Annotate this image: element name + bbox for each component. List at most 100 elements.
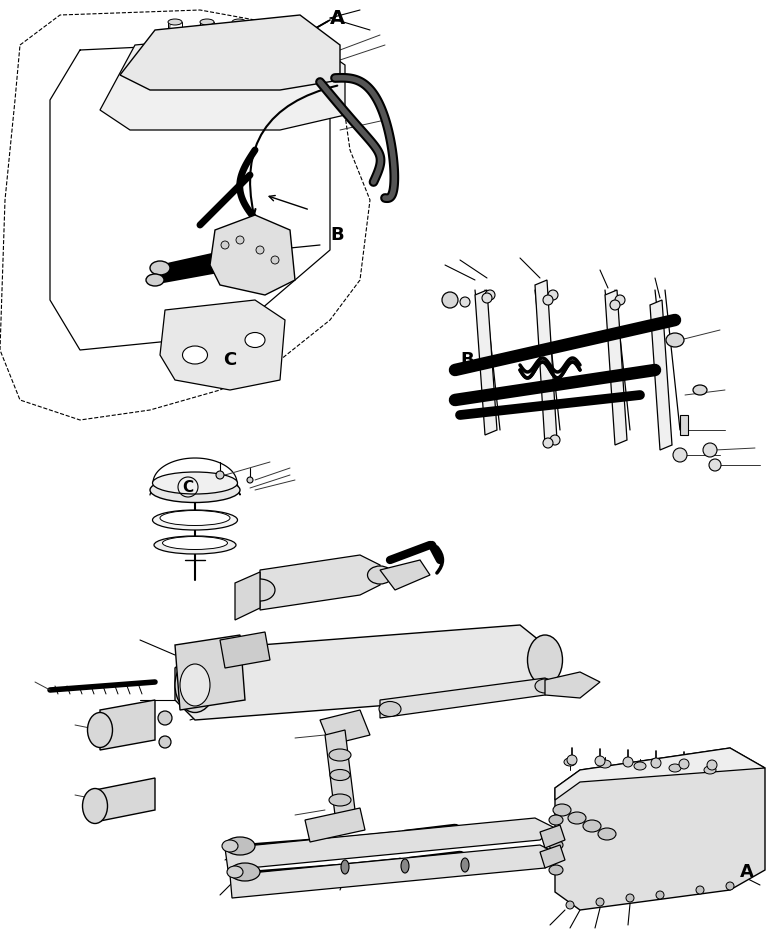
Polygon shape bbox=[220, 632, 270, 668]
Circle shape bbox=[158, 711, 172, 725]
Circle shape bbox=[696, 886, 704, 894]
Ellipse shape bbox=[549, 840, 563, 850]
Ellipse shape bbox=[264, 19, 278, 25]
Circle shape bbox=[726, 882, 734, 890]
Ellipse shape bbox=[182, 346, 207, 364]
Ellipse shape bbox=[154, 536, 236, 554]
Ellipse shape bbox=[669, 764, 681, 772]
Circle shape bbox=[709, 459, 721, 471]
Polygon shape bbox=[160, 300, 285, 390]
Polygon shape bbox=[475, 290, 497, 435]
Ellipse shape bbox=[152, 472, 237, 494]
Circle shape bbox=[566, 901, 574, 909]
Polygon shape bbox=[235, 572, 260, 620]
Ellipse shape bbox=[693, 385, 707, 395]
Polygon shape bbox=[100, 700, 155, 750]
Ellipse shape bbox=[461, 858, 469, 872]
Ellipse shape bbox=[329, 794, 351, 806]
Bar bbox=[680, 415, 688, 435]
Ellipse shape bbox=[180, 664, 210, 706]
Ellipse shape bbox=[330, 769, 350, 781]
Circle shape bbox=[442, 292, 458, 308]
Circle shape bbox=[485, 290, 495, 300]
Ellipse shape bbox=[564, 758, 576, 766]
Polygon shape bbox=[555, 748, 765, 910]
Circle shape bbox=[651, 758, 661, 768]
Circle shape bbox=[679, 759, 689, 769]
Ellipse shape bbox=[598, 828, 616, 840]
Circle shape bbox=[656, 891, 664, 899]
Circle shape bbox=[221, 241, 229, 249]
Ellipse shape bbox=[245, 579, 275, 601]
Polygon shape bbox=[540, 825, 565, 848]
Ellipse shape bbox=[150, 261, 170, 275]
Ellipse shape bbox=[227, 866, 243, 878]
Ellipse shape bbox=[232, 19, 246, 25]
Ellipse shape bbox=[549, 865, 563, 875]
Ellipse shape bbox=[527, 635, 563, 685]
Polygon shape bbox=[175, 635, 245, 710]
Circle shape bbox=[707, 760, 717, 770]
Polygon shape bbox=[650, 300, 672, 450]
Circle shape bbox=[550, 435, 560, 445]
Polygon shape bbox=[540, 845, 565, 868]
Ellipse shape bbox=[553, 804, 571, 816]
Circle shape bbox=[595, 756, 605, 766]
Circle shape bbox=[271, 256, 279, 264]
Ellipse shape bbox=[83, 788, 107, 823]
Ellipse shape bbox=[549, 815, 563, 825]
Ellipse shape bbox=[162, 537, 227, 549]
Circle shape bbox=[256, 246, 264, 254]
Ellipse shape bbox=[225, 837, 255, 855]
Polygon shape bbox=[605, 290, 627, 445]
Ellipse shape bbox=[87, 712, 113, 747]
Text: B: B bbox=[330, 226, 344, 244]
Text: C: C bbox=[223, 351, 237, 369]
Circle shape bbox=[567, 755, 577, 765]
Polygon shape bbox=[230, 845, 560, 898]
Circle shape bbox=[623, 757, 633, 767]
Text: A: A bbox=[740, 863, 754, 881]
Ellipse shape bbox=[535, 679, 555, 693]
Polygon shape bbox=[100, 30, 345, 130]
Ellipse shape bbox=[175, 658, 215, 712]
Ellipse shape bbox=[704, 766, 716, 774]
Ellipse shape bbox=[230, 863, 260, 881]
Polygon shape bbox=[545, 672, 600, 698]
Ellipse shape bbox=[150, 478, 240, 503]
Ellipse shape bbox=[222, 840, 238, 852]
Polygon shape bbox=[175, 625, 545, 720]
Circle shape bbox=[159, 736, 171, 748]
Circle shape bbox=[460, 297, 470, 307]
Circle shape bbox=[596, 898, 604, 906]
Polygon shape bbox=[555, 748, 765, 800]
Ellipse shape bbox=[599, 760, 611, 768]
Polygon shape bbox=[325, 730, 355, 815]
Text: A: A bbox=[330, 9, 345, 28]
Circle shape bbox=[543, 295, 553, 305]
Ellipse shape bbox=[568, 812, 586, 824]
Polygon shape bbox=[380, 560, 430, 590]
Circle shape bbox=[548, 290, 558, 300]
Ellipse shape bbox=[583, 820, 601, 832]
Polygon shape bbox=[535, 280, 557, 445]
Circle shape bbox=[247, 477, 253, 483]
Polygon shape bbox=[120, 15, 340, 90]
Circle shape bbox=[236, 236, 244, 244]
Polygon shape bbox=[320, 710, 370, 745]
Ellipse shape bbox=[146, 274, 164, 286]
Ellipse shape bbox=[200, 19, 214, 25]
Ellipse shape bbox=[401, 859, 409, 873]
Circle shape bbox=[626, 894, 634, 902]
Ellipse shape bbox=[160, 510, 230, 526]
Ellipse shape bbox=[168, 19, 182, 25]
Polygon shape bbox=[305, 808, 365, 842]
Ellipse shape bbox=[634, 762, 646, 770]
Circle shape bbox=[703, 443, 717, 457]
Ellipse shape bbox=[341, 860, 349, 874]
Circle shape bbox=[482, 293, 492, 303]
Text: B: B bbox=[460, 351, 474, 369]
Polygon shape bbox=[225, 818, 555, 870]
Ellipse shape bbox=[666, 333, 684, 347]
Circle shape bbox=[543, 438, 553, 448]
